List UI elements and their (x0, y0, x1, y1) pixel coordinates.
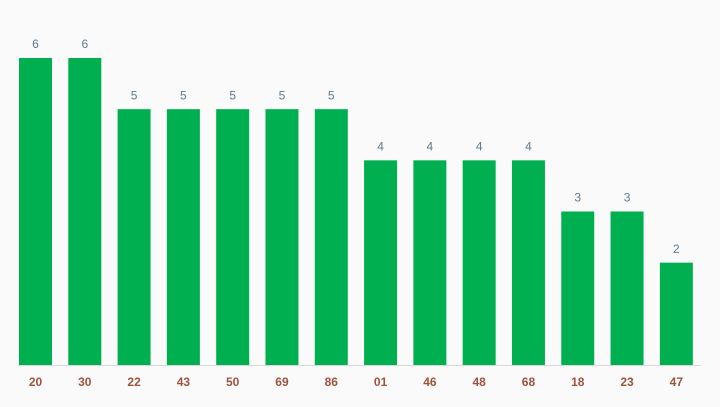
bar (413, 160, 447, 365)
bar (68, 58, 102, 365)
bar (216, 109, 250, 366)
bar (610, 211, 644, 365)
value-label: 6 (32, 37, 39, 51)
x-tick-label: 46 (423, 375, 437, 389)
value-label: 5 (131, 88, 138, 102)
value-label: 3 (574, 191, 581, 205)
bar (364, 160, 398, 365)
value-label: 3 (624, 191, 631, 205)
value-label: 4 (476, 140, 483, 154)
value-label: 5 (279, 88, 286, 102)
x-tick-label: 23 (620, 375, 634, 389)
x-tick-label: 86 (325, 375, 339, 389)
x-tick-label: 69 (275, 375, 289, 389)
x-tick-label: 18 (571, 375, 585, 389)
x-tick-label: 68 (522, 375, 536, 389)
x-tick-label: 01 (374, 375, 388, 389)
value-label: 4 (427, 140, 434, 154)
x-tick-label: 50 (226, 375, 240, 389)
value-label: 5 (328, 88, 335, 102)
x-tick-label: 43 (177, 375, 191, 389)
value-label: 5 (229, 88, 236, 102)
value-label: 2 (673, 242, 680, 256)
value-label: 4 (377, 140, 384, 154)
bar (166, 109, 200, 366)
x-tick-label: 22 (127, 375, 141, 389)
bar (511, 160, 545, 365)
value-label: 5 (180, 88, 187, 102)
bar (314, 109, 348, 366)
x-tick-label: 47 (670, 375, 684, 389)
bar (462, 160, 496, 365)
bar (561, 211, 595, 365)
x-tick-label: 20 (29, 375, 43, 389)
bar (117, 109, 151, 366)
bar (18, 58, 52, 365)
x-tick-label: 30 (78, 375, 92, 389)
x-tick-label: 48 (472, 375, 486, 389)
bar (265, 109, 299, 366)
value-label: 4 (525, 140, 532, 154)
bar (659, 262, 693, 365)
value-label: 6 (81, 37, 88, 51)
